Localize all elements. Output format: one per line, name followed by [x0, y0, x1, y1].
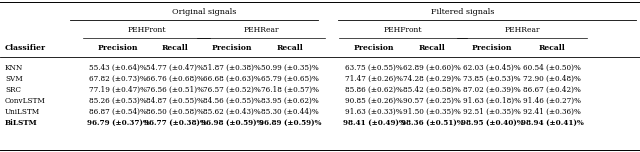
- Text: PEHFront: PEHFront: [127, 26, 166, 34]
- Text: 90.57 (±0.25)%: 90.57 (±0.25)%: [403, 97, 461, 105]
- Text: 91.63 (±0.33)%: 91.63 (±0.33)%: [345, 108, 403, 116]
- Text: KNN: KNN: [5, 64, 23, 72]
- Text: 85.30 (±0.44)%: 85.30 (±0.44)%: [261, 108, 319, 116]
- Text: 60.54 (±0.50)%: 60.54 (±0.50)%: [523, 64, 581, 72]
- Text: Precision: Precision: [354, 44, 394, 52]
- Text: 90.85 (±0.26)%: 90.85 (±0.26)%: [345, 97, 403, 105]
- Text: 66.68 (±0.63)%: 66.68 (±0.63)%: [203, 75, 261, 83]
- Text: 85.62 (±0.43)%: 85.62 (±0.43)%: [203, 108, 261, 116]
- Text: 54.77 (±0.47)%: 54.77 (±0.47)%: [146, 64, 204, 72]
- Text: 62.03 (±0.45)%: 62.03 (±0.45)%: [463, 64, 521, 72]
- Text: UniLSTM: UniLSTM: [5, 108, 40, 116]
- Text: 91.50 (±0.35)%: 91.50 (±0.35)%: [403, 108, 461, 116]
- Text: 74.28 (±0.29)%: 74.28 (±0.29)%: [403, 75, 461, 83]
- Text: 63.75 (±0.55)%: 63.75 (±0.55)%: [345, 64, 403, 72]
- Text: 76.56 (±0.51)%: 76.56 (±0.51)%: [146, 86, 204, 94]
- Text: Recall: Recall: [162, 44, 188, 52]
- Text: 62.89 (±0.60)%: 62.89 (±0.60)%: [403, 64, 461, 72]
- Text: 73.85 (±0.53)%: 73.85 (±0.53)%: [463, 75, 521, 83]
- Text: Filtered signals: Filtered signals: [431, 8, 495, 16]
- Text: 77.19 (±0.47)%: 77.19 (±0.47)%: [89, 86, 147, 94]
- Text: Precision: Precision: [98, 44, 138, 52]
- Text: 98.41 (±0.49)%: 98.41 (±0.49)%: [342, 119, 405, 127]
- Text: Classifier: Classifier: [5, 44, 46, 52]
- Text: 85.42 (±0.58)%: 85.42 (±0.58)%: [403, 86, 461, 94]
- Text: 92.41 (±0.36)%: 92.41 (±0.36)%: [523, 108, 581, 116]
- Text: 84.87 (±0.55)%: 84.87 (±0.55)%: [146, 97, 204, 105]
- Text: 83.95 (±0.62)%: 83.95 (±0.62)%: [261, 97, 319, 105]
- Text: 76.57 (±0.52)%: 76.57 (±0.52)%: [203, 86, 261, 94]
- Text: 92.51 (±0.35)%: 92.51 (±0.35)%: [463, 108, 521, 116]
- Text: SVM: SVM: [5, 75, 23, 83]
- Text: 86.87 (±0.54)%: 86.87 (±0.54)%: [89, 108, 147, 116]
- Text: 91.46 (±0.27)%: 91.46 (±0.27)%: [523, 97, 581, 105]
- Text: Original signals: Original signals: [172, 8, 236, 16]
- Text: 98.94 (±0.41)%: 98.94 (±0.41)%: [520, 119, 584, 127]
- Text: 66.76 (±0.68)%: 66.76 (±0.68)%: [146, 75, 204, 83]
- Text: 85.26 (±0.53)%: 85.26 (±0.53)%: [89, 97, 147, 105]
- Text: 55.43 (±0.64)%: 55.43 (±0.64)%: [89, 64, 147, 72]
- Text: 76.18 (±0.57)%: 76.18 (±0.57)%: [261, 86, 319, 94]
- Text: PEHRear: PEHRear: [243, 26, 279, 34]
- Text: 98.95 (±0.40)%: 98.95 (±0.40)%: [461, 119, 524, 127]
- Text: Recall: Recall: [539, 44, 565, 52]
- Text: PEHRear: PEHRear: [504, 26, 540, 34]
- Text: 84.56 (±0.55)%: 84.56 (±0.55)%: [203, 97, 261, 105]
- Text: 87.02 (±0.39)%: 87.02 (±0.39)%: [463, 86, 521, 94]
- Text: BiLSTM: BiLSTM: [5, 119, 38, 127]
- Text: Precision: Precision: [212, 44, 252, 52]
- Text: 96.77 (±0.38)%: 96.77 (±0.38)%: [143, 119, 206, 127]
- Text: 96.98 (±0.59)%: 96.98 (±0.59)%: [201, 119, 263, 127]
- Text: 86.50 (±0.58)%: 86.50 (±0.58)%: [146, 108, 204, 116]
- Text: Recall: Recall: [419, 44, 445, 52]
- Text: 96.89 (±0.59)%: 96.89 (±0.59)%: [259, 119, 321, 127]
- Text: ConvLSTM: ConvLSTM: [5, 97, 46, 105]
- Text: 85.86 (±0.62)%: 85.86 (±0.62)%: [345, 86, 403, 94]
- Text: 67.82 (±0.73)%: 67.82 (±0.73)%: [89, 75, 147, 83]
- Text: Precision: Precision: [472, 44, 512, 52]
- Text: 86.67 (±0.42)%: 86.67 (±0.42)%: [523, 86, 581, 94]
- Text: 50.99 (±0.35)%: 50.99 (±0.35)%: [261, 64, 319, 72]
- Text: 91.63 (±0.18)%: 91.63 (±0.18)%: [463, 97, 521, 105]
- Text: Recall: Recall: [276, 44, 303, 52]
- Text: 72.90 (±0.48)%: 72.90 (±0.48)%: [523, 75, 581, 83]
- Text: 51.87 (±0.38)%: 51.87 (±0.38)%: [203, 64, 261, 72]
- Text: PEHFront: PEHFront: [384, 26, 422, 34]
- Text: 65.79 (±0.65)%: 65.79 (±0.65)%: [261, 75, 319, 83]
- Text: 98.36 (±0.51)%: 98.36 (±0.51)%: [401, 119, 463, 127]
- Text: 71.47 (±0.26)%: 71.47 (±0.26)%: [345, 75, 403, 83]
- Text: SRC: SRC: [5, 86, 21, 94]
- Text: 96.79 (±0.37)%: 96.79 (±0.37)%: [86, 119, 149, 127]
